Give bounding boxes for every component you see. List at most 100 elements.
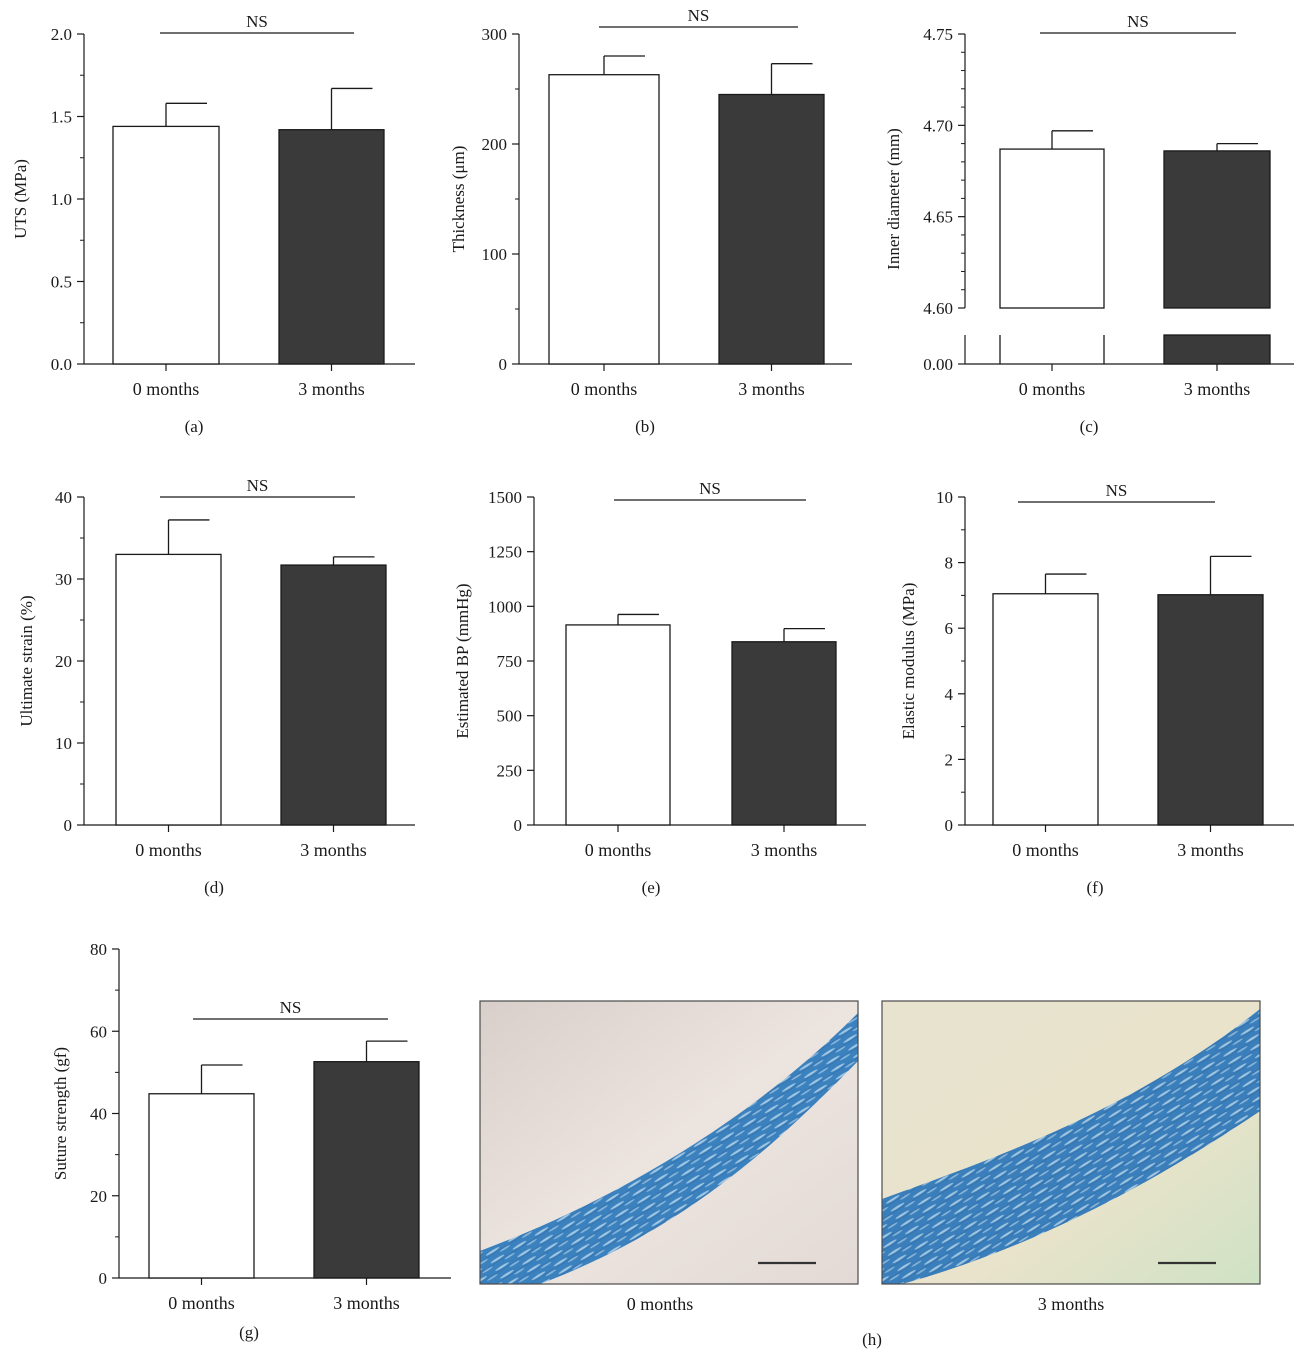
tissue-tint xyxy=(480,1013,858,1284)
y-tick-label: 1500 xyxy=(488,488,522,507)
category-label: 0 months xyxy=(1019,379,1086,399)
panel-label: (h) xyxy=(862,1330,882,1349)
y-tick-label: 0 xyxy=(514,816,523,835)
category-label: 3 months xyxy=(300,840,367,860)
y-tick-label: 10 xyxy=(936,488,953,507)
significance-label: NS xyxy=(688,6,710,25)
y-tick-label: 20 xyxy=(90,1187,107,1206)
y-tick-label: 2 xyxy=(945,750,954,769)
micrograph-frame xyxy=(479,1000,859,1285)
chart-panel-6: 0 2 4 6 8 10 0 months 3 months NS Elastic modulus… xyxy=(899,481,1294,897)
category-label: 0 months xyxy=(571,379,638,399)
chart-panel-5: 0 250 500 750 1000 1250 1500 0 months 3 months NS… xyxy=(453,479,866,897)
tissue-tint xyxy=(882,1009,1260,1284)
y-tick-label: 60 xyxy=(90,1022,107,1041)
y-axis-label: Elastic modulus (MPa) xyxy=(899,583,918,740)
bar xyxy=(548,74,660,365)
chart-panel-4: 0 10 20 30 40 0 months 3 months NS Ultimate stra… xyxy=(17,476,415,897)
y-tick-label: 1.0 xyxy=(51,190,72,209)
category-label: 3 months xyxy=(1177,840,1244,860)
y-tick-label: 0.0 xyxy=(51,355,72,374)
y-tick-label: 10 xyxy=(55,734,72,753)
panel-label: (e) xyxy=(642,878,661,897)
category-label: 0 months xyxy=(585,840,652,860)
y-tick-label: 0 xyxy=(64,816,73,835)
y-tick-label: 100 xyxy=(482,245,508,264)
category-label: 3 months xyxy=(1184,379,1251,399)
y-axis-label: Estimated BP (mmHg) xyxy=(453,583,472,738)
tissue-section xyxy=(480,1013,858,1284)
category-label: 0 months xyxy=(133,379,200,399)
micrographs-panel: 0 months 3 months (h) xyxy=(479,1000,1261,1349)
y-tick-label: 4 xyxy=(945,685,954,704)
category-label: 0 months xyxy=(1012,840,1079,860)
micrograph-1 xyxy=(479,1000,859,1285)
panel-label: (b) xyxy=(635,417,655,436)
y-tick-label: 30 xyxy=(55,570,72,589)
bar xyxy=(112,125,220,365)
category-label: 3 months xyxy=(738,379,805,399)
micrograph-caption: 0 months xyxy=(627,1294,694,1314)
panel-label: (a) xyxy=(185,417,204,436)
y-tick-label: 1250 xyxy=(488,543,522,562)
bar xyxy=(992,593,1099,826)
bar xyxy=(1157,594,1264,826)
y-tick-label: 0 xyxy=(499,355,508,374)
y-tick-label: 500 xyxy=(497,707,523,726)
y-tick-label: 4.75 xyxy=(923,25,953,44)
y-tick-label: 4.70 xyxy=(923,116,953,135)
y-axis-label: UTS (MPa) xyxy=(11,159,30,239)
micrograph-caption: 3 months xyxy=(1038,1294,1105,1314)
category-label: 0 months xyxy=(168,1293,235,1313)
y-tick-label: 750 xyxy=(497,652,523,671)
bar-lower xyxy=(1163,334,1271,365)
y-tick-label: 8 xyxy=(945,554,954,573)
micrograph-frame xyxy=(881,1000,1261,1285)
y-axis-label: Suture strength (gf) xyxy=(51,1047,70,1180)
y-tick-label: 2.0 xyxy=(51,25,72,44)
y-tick-label: 0.00 xyxy=(923,355,953,374)
bar-upper xyxy=(1163,150,1271,309)
y-axis-label: Thickness (μm) xyxy=(449,146,468,253)
significance-label: NS xyxy=(1106,481,1128,500)
bar xyxy=(731,641,837,826)
y-tick-label: 1.5 xyxy=(51,108,72,127)
y-tick-label: 6 xyxy=(945,619,954,638)
y-tick-label: 40 xyxy=(55,488,72,507)
chart-panel-7: 0 20 40 60 80 0 months 3 months NS Suture streng… xyxy=(51,940,451,1342)
category-label: 0 months xyxy=(135,840,202,860)
bar xyxy=(278,129,385,365)
y-tick-label: 0 xyxy=(945,816,954,835)
panel-label: (c) xyxy=(1080,417,1099,436)
tissue-section xyxy=(882,1009,1260,1284)
y-tick-label: 0 xyxy=(99,1269,108,1288)
y-tick-label: 250 xyxy=(497,761,523,780)
y-tick-label: 80 xyxy=(90,940,107,959)
significance-label: NS xyxy=(699,479,721,498)
panel-label: (g) xyxy=(239,1323,259,1342)
chart-panel-1: 0.0 0.5 1.0 1.5 2.0 0 months 3 months NS UTS (MP… xyxy=(11,12,415,436)
bar xyxy=(280,564,387,826)
category-label: 3 months xyxy=(298,379,365,399)
panel-label: (f) xyxy=(1087,878,1104,897)
significance-label: NS xyxy=(1127,12,1149,31)
significance-label: NS xyxy=(246,12,268,31)
y-tick-label: 40 xyxy=(90,1105,107,1124)
y-tick-label: 0.5 xyxy=(51,273,72,292)
chart-panel-3: 4.60 4.65 4.70 4.75 0.00 0 months 3 months NS In… xyxy=(884,12,1294,436)
y-tick-label: 300 xyxy=(482,25,508,44)
category-label: 3 months xyxy=(751,840,818,860)
significance-label: NS xyxy=(247,476,269,495)
bar xyxy=(718,93,825,365)
y-tick-label: 200 xyxy=(482,135,508,154)
micrograph-2 xyxy=(881,1000,1261,1285)
y-tick-label: 4.60 xyxy=(923,299,953,318)
y-axis-label: Inner diameter (mm) xyxy=(884,128,903,270)
bar-upper xyxy=(999,148,1105,309)
bar xyxy=(115,553,222,826)
category-label: 3 months xyxy=(333,1293,400,1313)
y-tick-label: 20 xyxy=(55,652,72,671)
y-tick-label: 1000 xyxy=(488,597,522,616)
chart-panel-2: 0 100 200 300 0 months 3 months NS Thickness (μ… xyxy=(449,6,852,436)
